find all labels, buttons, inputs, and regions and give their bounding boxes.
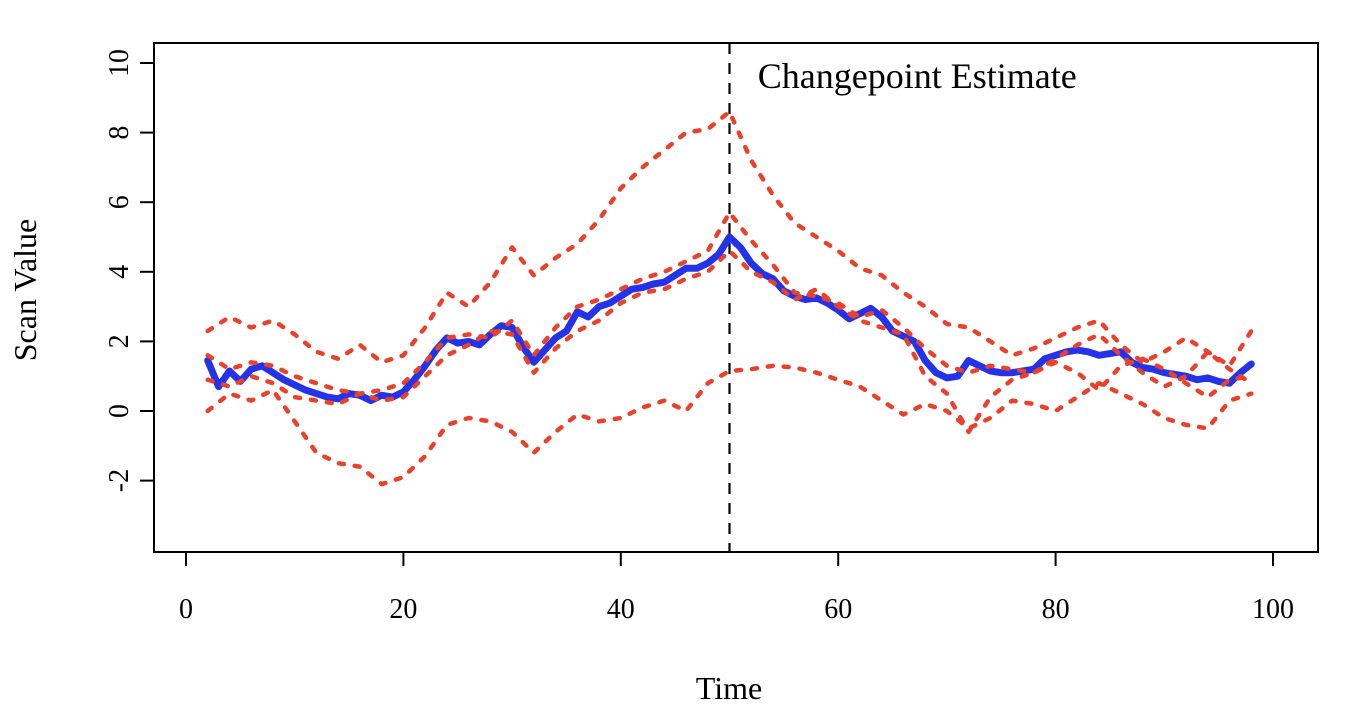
scan-3-series-line [205,363,1254,487]
x-tick-label: 80 [1042,594,1070,625]
x-tick-label: 0 [179,594,193,625]
mean-series-line [204,233,1255,405]
y-tick-label: 6 [104,195,135,209]
y-axis-title: Scan Value [7,219,43,361]
x-tick-label: 20 [389,594,417,625]
y-tick-label: -2 [104,469,135,492]
x-axis-title: Time [696,670,762,706]
x-tick-label: 100 [1252,594,1294,625]
x-tick-label: 60 [824,594,852,625]
y-tick-label: 8 [104,126,135,140]
x-tick-label: 40 [607,594,635,625]
y-tick-label: 2 [104,334,135,348]
y-tick-label: 10 [104,49,135,77]
y-tick-label: 0 [104,404,135,418]
scan-2-series-line [205,210,1254,396]
changepoint-annotation-label: Changepoint Estimate [758,56,1077,96]
y-tick-label: 4 [104,265,135,279]
scan-1-series-line [205,109,1254,369]
series-layer [204,109,1255,487]
axes-layer: 0 20 40 60 80 100 -2 0 2 4 6 8 10 [104,49,1294,625]
plot-box [153,42,1319,553]
